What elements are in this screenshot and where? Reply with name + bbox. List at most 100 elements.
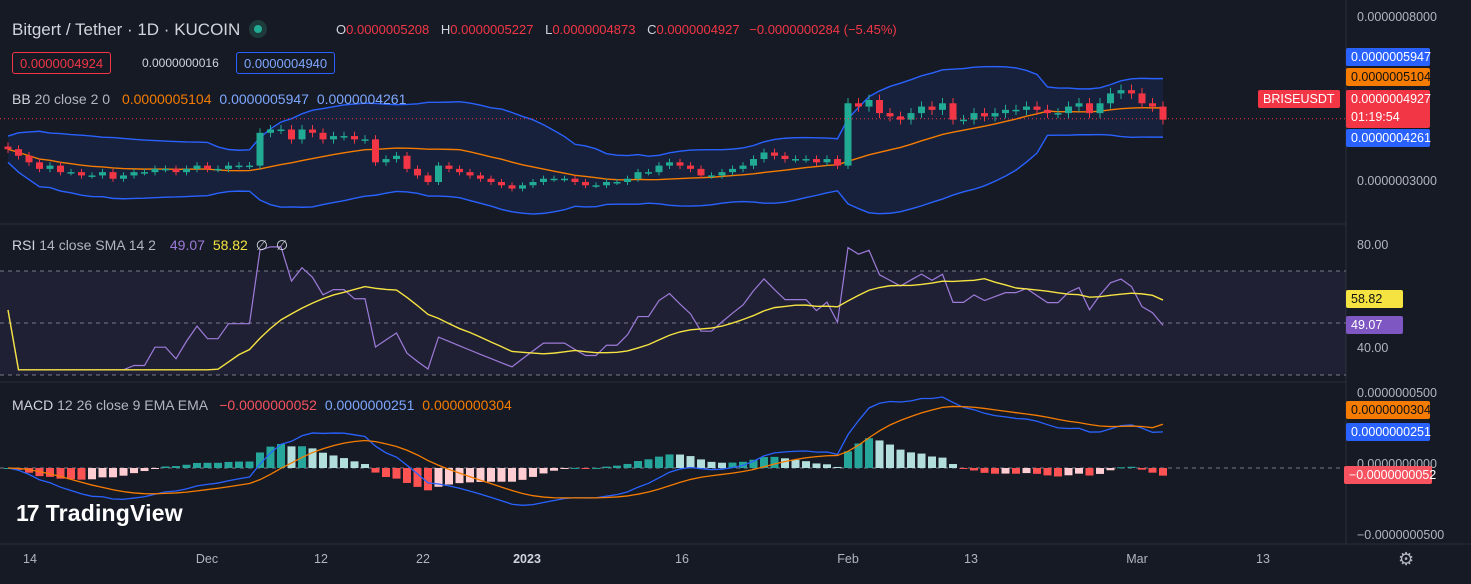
candle-body xyxy=(340,136,348,138)
candle-body xyxy=(382,159,390,163)
macd-histogram-bar xyxy=(1001,468,1010,474)
candle-body xyxy=(655,165,663,173)
macd-axis-bottom: −0.0000000500 xyxy=(1357,528,1445,542)
rsi-legend[interactable]: RSI 14 close SMA 14 2 49.07 58.82 ∅ ∅ xyxy=(12,237,288,254)
macd-histogram-bar xyxy=(56,468,65,479)
candle-body xyxy=(466,172,474,176)
buy-button[interactable]: 0.0000004940 xyxy=(236,52,336,74)
time-label: Feb xyxy=(837,552,859,566)
macd-histogram-bar xyxy=(193,462,201,468)
macd-signal-value: 0.0000000304 xyxy=(422,397,512,413)
candle-body xyxy=(435,165,442,182)
candle-body xyxy=(256,132,264,166)
macd-histogram-bar xyxy=(256,452,264,468)
macd-tag: 0.0000000251 xyxy=(1346,423,1431,441)
rsi-pane[interactable] xyxy=(0,246,1346,376)
candle-body xyxy=(235,165,243,168)
rsi-sma-value: 58.82 xyxy=(212,237,248,253)
macd-histogram-bar xyxy=(224,461,233,468)
macd-value: 0.0000000251 xyxy=(324,397,415,413)
macd-histogram-bar xyxy=(455,468,464,484)
macd-histogram-bar xyxy=(602,466,611,468)
price-pane[interactable] xyxy=(0,65,1346,215)
candle-body xyxy=(529,182,537,186)
symbol-tag: BRISEUSDT xyxy=(1258,90,1340,108)
macd-hist-value: −0.0000000052 xyxy=(219,397,317,413)
time-label: Mar xyxy=(1126,552,1148,566)
candle-body xyxy=(1117,90,1125,94)
candle-body xyxy=(897,116,904,120)
macd-histogram-bar xyxy=(1106,468,1115,471)
macd-histogram-bar xyxy=(382,468,390,478)
last-price-value: 0.0000004927 xyxy=(1351,92,1431,106)
macd-histogram-bar xyxy=(329,455,338,468)
candle-body xyxy=(508,185,516,189)
candle-body xyxy=(1149,103,1156,107)
candle-body xyxy=(708,175,715,177)
candle-body xyxy=(25,155,33,163)
candle-body xyxy=(67,172,75,174)
macd-histogram-bar xyxy=(770,456,779,468)
candle-body xyxy=(855,103,862,107)
time-label: 22 xyxy=(416,552,430,566)
candle-body xyxy=(792,159,799,161)
last-price-tag: 0.0000004927 01:19:54 xyxy=(1346,90,1431,128)
macd-histogram-bar xyxy=(1159,468,1167,476)
macd-legend[interactable]: MACD 12 26 close 9 EMA EMA −0.0000000052… xyxy=(12,397,512,413)
rsi-extra-1: ∅ xyxy=(255,237,268,253)
macd-histogram-bar xyxy=(571,467,579,469)
tradingview-logo[interactable]: 17 TradingView xyxy=(16,500,183,527)
bb-upper-tag: 0.0000005947 xyxy=(1346,48,1431,66)
macd-histogram-bar xyxy=(1085,468,1094,476)
macd-histogram-bar xyxy=(130,468,138,474)
candle-body xyxy=(225,165,232,169)
macd-histogram-bar xyxy=(634,461,642,468)
candle-body xyxy=(634,172,642,179)
candle-body xyxy=(1033,106,1041,110)
high-label: H xyxy=(440,22,451,37)
macd-histogram-bar xyxy=(497,468,506,482)
candle-body xyxy=(298,129,306,140)
candle-body xyxy=(172,168,180,173)
macd-histogram-bar xyxy=(88,468,96,480)
candle-body xyxy=(477,175,484,179)
macd-histogram-bar xyxy=(613,465,621,468)
macd-histogram-bar xyxy=(844,451,852,468)
candle-body xyxy=(571,178,579,182)
close-label: C xyxy=(647,22,657,37)
macd-histogram-bar xyxy=(518,468,527,480)
candle-body xyxy=(99,172,106,176)
macd-histogram-bar xyxy=(980,468,989,473)
candle-body xyxy=(141,172,148,174)
macd-histogram-bar xyxy=(77,468,86,480)
candle-body xyxy=(372,139,379,163)
candle-body xyxy=(1128,90,1135,94)
bb-legend[interactable]: BB 20 close 2 0 0.0000005104 0.000000594… xyxy=(12,91,406,107)
macd-histogram-bar xyxy=(277,444,285,468)
candle-body xyxy=(193,165,201,169)
macd-histogram-bar xyxy=(823,464,831,468)
bb-lower-tag: 0.0000004261 xyxy=(1346,129,1431,147)
candle-body xyxy=(834,159,841,166)
bb-upper-value: 0.0000005947 xyxy=(219,91,309,107)
macd-histogram-bar xyxy=(728,462,737,468)
candle-body xyxy=(414,168,421,176)
candle-body xyxy=(445,165,453,169)
low-value: 0.0000004873 xyxy=(552,22,636,37)
price-axis-mid: 0.0000003000 xyxy=(1357,174,1437,188)
high-value: 0.0000005227 xyxy=(450,22,534,37)
macd-pane[interactable] xyxy=(0,396,1346,506)
candle-body xyxy=(729,168,736,173)
macd-histogram-bar xyxy=(991,468,999,474)
macd-histogram-bar xyxy=(928,456,936,468)
macd-histogram-bar xyxy=(413,468,422,487)
macd-histogram-bar xyxy=(865,438,873,468)
candle-body xyxy=(739,165,747,169)
ohlc-values: O0.0000005208 H0.0000005227 L0.000000487… xyxy=(336,22,897,37)
candle-body xyxy=(907,113,915,120)
sell-button[interactable]: 0.0000004924 xyxy=(12,52,112,74)
candle-body xyxy=(613,182,621,184)
settings-gear-icon[interactable]: ⚙ xyxy=(1398,549,1415,569)
bar-countdown: 01:19:54 xyxy=(1351,110,1400,124)
